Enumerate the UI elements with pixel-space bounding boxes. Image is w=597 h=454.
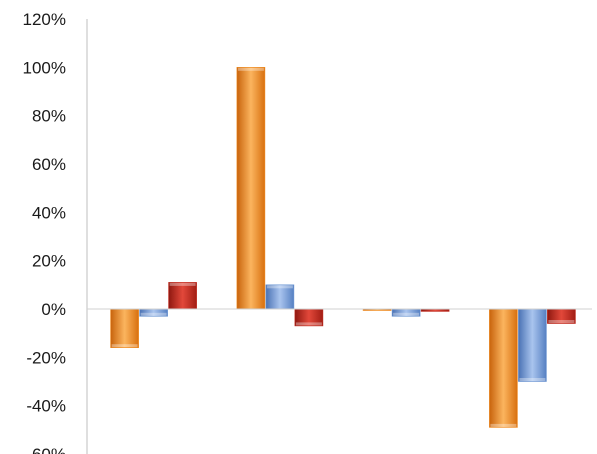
y-tick-label: 80% [32,107,66,126]
bar-bevel-highlight [490,423,517,427]
y-tick-label: 100% [23,58,66,77]
bar-series1-cat1 [110,308,139,349]
y-tick-label: 40% [32,203,66,222]
y-tick-label: 0% [41,300,66,319]
bars-group [110,67,576,428]
y-tick-label: -20% [26,348,66,367]
bar-series3-cat1 [168,282,197,310]
bar-bevel-highlight [111,344,138,348]
y-tick-label: 20% [32,252,66,271]
bar-series1-cat2 [236,67,266,310]
y-tick-label: 120% [23,10,66,29]
bar-series2-cat2 [265,284,295,310]
bar-bevel-highlight [140,312,167,316]
bar-bevel-highlight [295,322,322,326]
bar-bevel-highlight [169,282,196,286]
bar-bevel-highlight [548,320,575,323]
bar-bevel-highlight [393,312,420,316]
bar-bevel-highlight [519,378,546,381]
y-tick-label: 60% [32,155,66,174]
bar-bevel-highlight [266,285,293,289]
y-axis-ticks: -60% -40% -20% 0% 20% 40% 60% 80% 100% 120% [23,10,66,454]
y-tick-label: -40% [26,397,66,416]
bar-series1-cat4 [489,308,518,428]
bar-series2-cat4 [518,308,547,382]
y-tick-label: -60% [26,445,66,454]
bar-bevel-highlight [237,67,264,71]
